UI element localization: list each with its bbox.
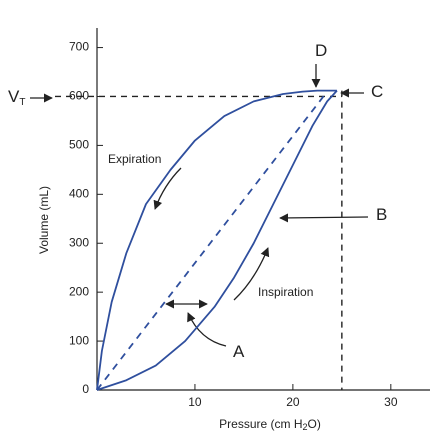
x-tick-label: 10 bbox=[188, 395, 202, 409]
arrows bbox=[30, 64, 369, 347]
x-label-part: Pressure (cm H bbox=[219, 417, 302, 431]
annotation: VT bbox=[8, 87, 25, 107]
inspiration-arrow bbox=[233, 247, 270, 301]
annotation-text: Expiration bbox=[108, 152, 161, 166]
annotation-text: A bbox=[233, 342, 245, 361]
y-tick-label: 200 bbox=[69, 284, 89, 298]
curve bbox=[96, 89, 337, 391]
annotation: C bbox=[371, 82, 383, 101]
annotation-text: V bbox=[8, 87, 20, 106]
x-axis-label: Pressure (cm H2O) bbox=[219, 417, 321, 432]
y-axis-label: Volume (mL) bbox=[37, 186, 51, 254]
b-arrow bbox=[279, 213, 369, 223]
annotation-text: C bbox=[371, 82, 383, 101]
y-tick-label: 400 bbox=[69, 186, 89, 200]
annotation: B bbox=[376, 205, 387, 224]
x-tick-label: 30 bbox=[384, 395, 398, 409]
x-label-part: O) bbox=[308, 417, 321, 431]
a-arrow bbox=[187, 312, 227, 347]
y-tick-label: 0 bbox=[82, 382, 89, 396]
annotation: Expiration bbox=[108, 152, 161, 166]
annotation: A bbox=[233, 342, 245, 361]
y-tick-label: 600 bbox=[69, 89, 89, 103]
y-tick-label: 300 bbox=[69, 235, 89, 249]
annotation: Inspiration bbox=[258, 285, 313, 299]
expiration-arrow bbox=[153, 167, 182, 210]
curve bbox=[96, 90, 338, 391]
x-tick-label: 20 bbox=[286, 395, 300, 409]
annotation-text: B bbox=[376, 205, 387, 224]
annotation-text: Inspiration bbox=[258, 285, 313, 299]
curve bbox=[96, 91, 328, 391]
x-label-sub: 2 bbox=[302, 422, 307, 432]
y-tick-label: 700 bbox=[69, 40, 89, 54]
y-tick-label: 500 bbox=[69, 138, 89, 152]
annotation: D bbox=[315, 41, 327, 60]
axes bbox=[96, 28, 430, 391]
annotation-sub: T bbox=[19, 97, 25, 108]
annotation-text: D bbox=[315, 41, 327, 60]
y-tick-label: 100 bbox=[69, 333, 89, 347]
